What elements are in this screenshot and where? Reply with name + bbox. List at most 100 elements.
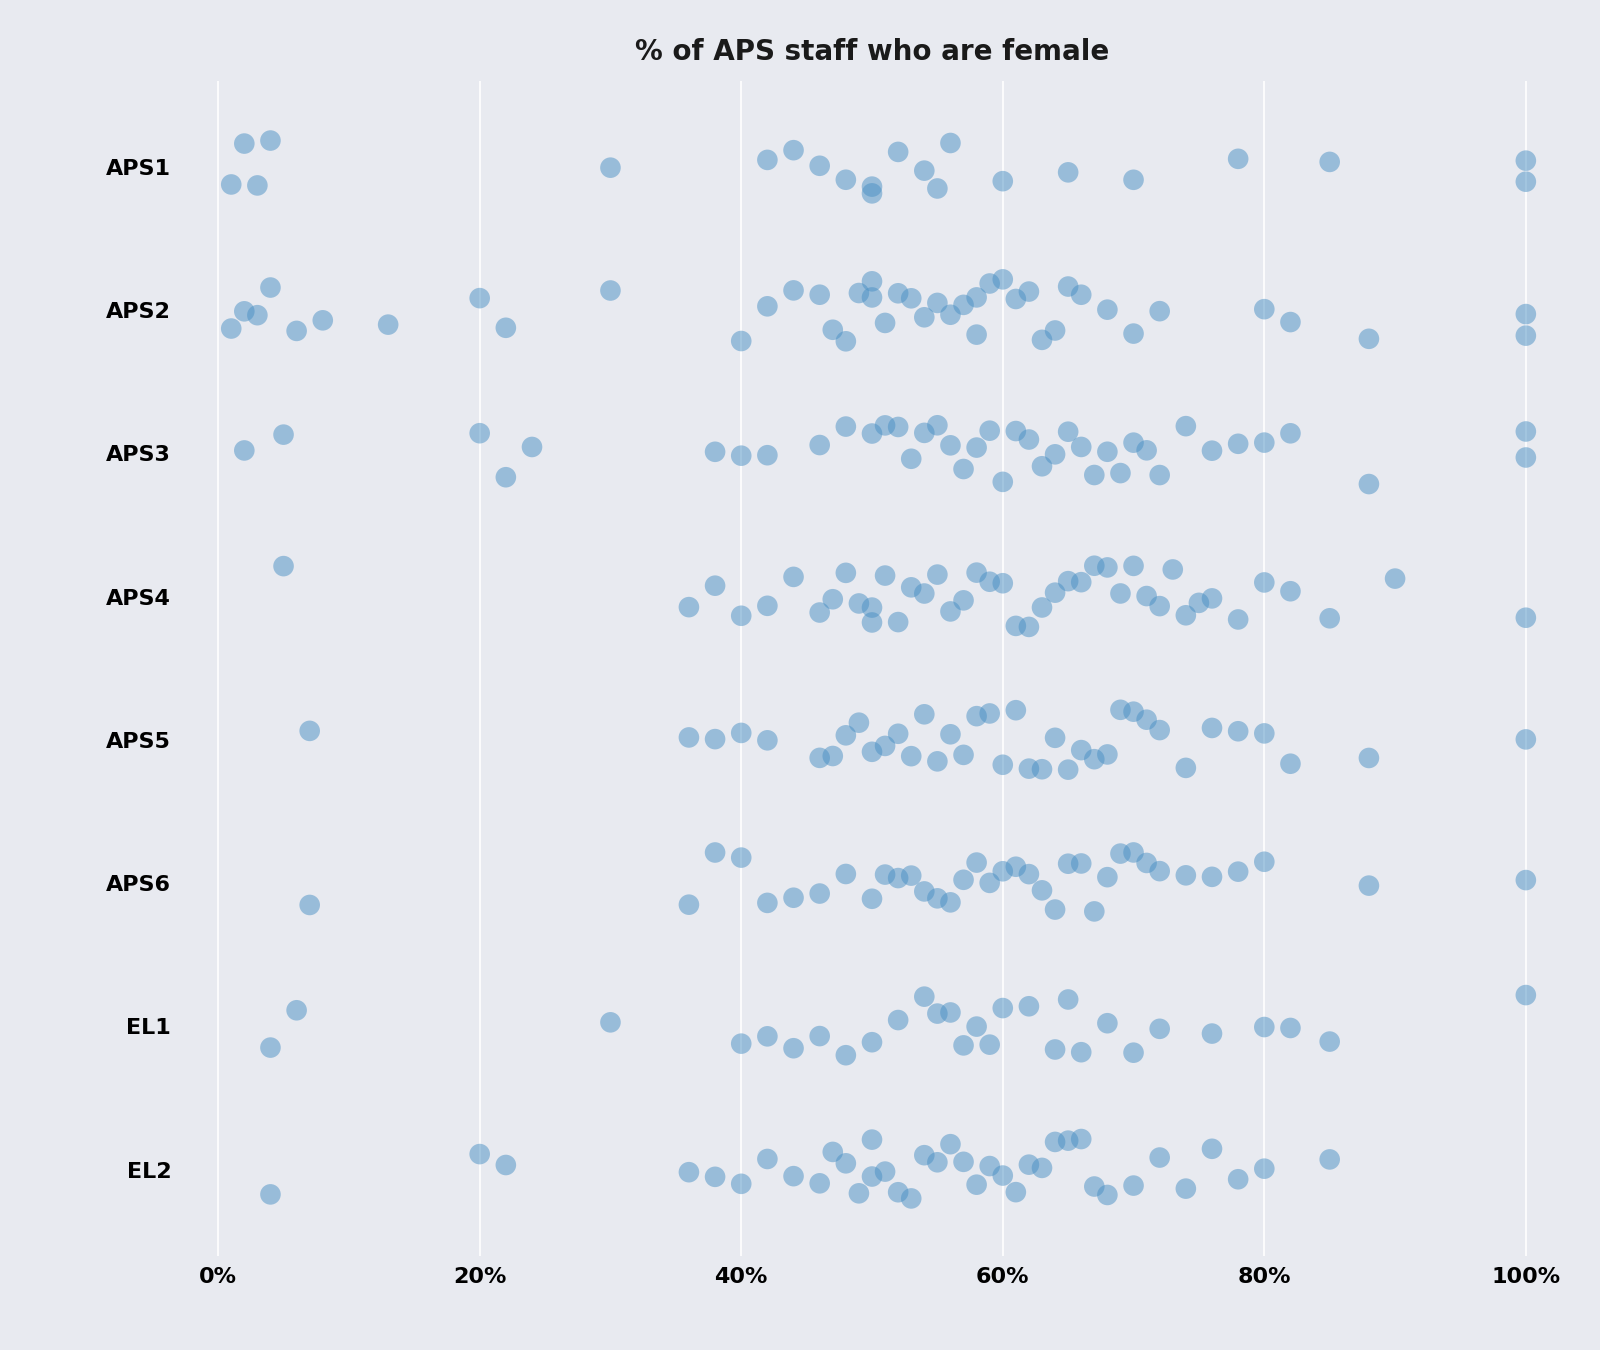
Point xyxy=(1003,856,1029,878)
Point xyxy=(1107,699,1133,721)
Point xyxy=(728,446,754,467)
Point xyxy=(834,562,859,583)
Point xyxy=(978,1034,1003,1056)
Point xyxy=(1357,328,1382,350)
Point xyxy=(1069,1041,1094,1062)
Point xyxy=(702,575,728,597)
Point xyxy=(846,282,872,304)
Point xyxy=(1200,717,1226,738)
Point xyxy=(1120,169,1146,190)
Point xyxy=(899,865,925,887)
Point xyxy=(846,711,872,733)
Point xyxy=(1251,850,1277,872)
Point xyxy=(806,155,832,177)
Point xyxy=(1016,281,1042,302)
Point xyxy=(1056,1130,1082,1152)
Point xyxy=(1514,325,1539,347)
Point xyxy=(1042,728,1067,749)
Point xyxy=(1147,1146,1173,1168)
Point xyxy=(781,887,806,909)
Point xyxy=(1107,583,1133,605)
Point xyxy=(859,1165,885,1187)
Point xyxy=(806,883,832,905)
Point xyxy=(1082,1176,1107,1197)
Point xyxy=(1514,729,1539,751)
Point xyxy=(925,1152,950,1173)
Point xyxy=(1082,464,1107,486)
Point xyxy=(912,703,938,725)
Point xyxy=(702,841,728,863)
Point xyxy=(925,414,950,436)
Point xyxy=(1226,609,1251,630)
Point xyxy=(1317,608,1342,629)
Point xyxy=(978,702,1003,724)
Point xyxy=(885,867,910,888)
Point xyxy=(728,846,754,868)
Point xyxy=(872,564,898,586)
Point xyxy=(1173,605,1198,626)
Point xyxy=(598,157,624,178)
Point xyxy=(1042,899,1067,921)
Point xyxy=(1173,864,1198,886)
Point xyxy=(1069,571,1094,593)
Point xyxy=(755,444,781,466)
Point xyxy=(755,729,781,751)
Point xyxy=(963,286,989,308)
Point xyxy=(885,1010,910,1031)
Point xyxy=(819,745,845,767)
Point xyxy=(1226,721,1251,743)
Title: % of APS staff who are female: % of APS staff who are female xyxy=(635,38,1109,66)
Point xyxy=(1120,1042,1146,1064)
Point xyxy=(938,891,963,913)
Point xyxy=(1120,841,1146,863)
Point xyxy=(1134,440,1160,462)
Point xyxy=(258,1184,283,1206)
Point xyxy=(1317,1031,1342,1053)
Point xyxy=(963,1174,989,1196)
Point xyxy=(1056,275,1082,297)
Point xyxy=(899,448,925,470)
Point xyxy=(834,1045,859,1066)
Point xyxy=(872,1161,898,1183)
Point xyxy=(834,863,859,884)
Point xyxy=(1317,151,1342,173)
Point xyxy=(1134,586,1160,608)
Point xyxy=(834,1153,859,1174)
Point xyxy=(1082,900,1107,922)
Point xyxy=(1200,440,1226,462)
Point xyxy=(963,852,989,873)
Point xyxy=(1147,464,1173,486)
Point xyxy=(1186,593,1211,614)
Point xyxy=(963,1015,989,1037)
Point xyxy=(990,269,1016,290)
Point xyxy=(872,414,898,436)
Point xyxy=(912,159,938,181)
Point xyxy=(990,860,1016,882)
Point xyxy=(1003,1181,1029,1203)
Point xyxy=(1200,587,1226,609)
Point xyxy=(755,1149,781,1170)
Point xyxy=(755,892,781,914)
Point xyxy=(1029,880,1054,902)
Point xyxy=(376,313,402,335)
Point xyxy=(493,466,518,487)
Point xyxy=(1147,595,1173,617)
Point xyxy=(950,869,976,891)
Point xyxy=(859,286,885,308)
Point xyxy=(1120,701,1146,722)
Point xyxy=(1016,429,1042,451)
Point xyxy=(1042,1131,1067,1153)
Point xyxy=(925,292,950,313)
Point xyxy=(1200,867,1226,888)
Point xyxy=(938,1134,963,1156)
Point xyxy=(1173,757,1198,779)
Point xyxy=(859,612,885,633)
Point xyxy=(258,277,283,298)
Point xyxy=(859,1031,885,1053)
Point xyxy=(232,440,258,462)
Point xyxy=(1029,329,1054,351)
Point xyxy=(1094,1184,1120,1206)
Point xyxy=(912,423,938,444)
Point xyxy=(938,1002,963,1023)
Point xyxy=(1200,1023,1226,1045)
